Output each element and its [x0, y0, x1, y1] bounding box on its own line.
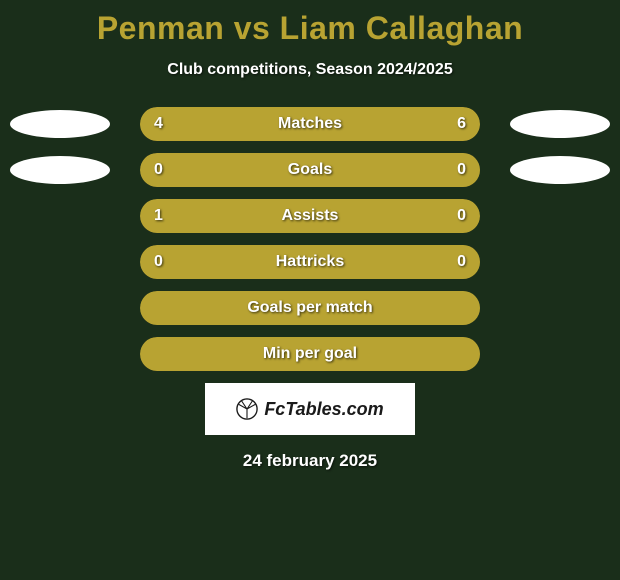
- bar-track: Goals per match: [140, 291, 480, 325]
- fctables-logo-icon: [236, 398, 258, 420]
- stat-row: Goals per match: [0, 291, 620, 325]
- stat-row: 0 0 Goals: [0, 153, 620, 187]
- bar-track: 1 0 Assists: [140, 199, 480, 233]
- fctables-text: FcTables.com: [264, 399, 383, 420]
- bar-track: Min per goal: [140, 337, 480, 371]
- date-text: 24 february 2025: [0, 451, 620, 471]
- left-value: 0: [154, 161, 163, 179]
- stat-row: 0 0 Hattricks: [0, 245, 620, 279]
- stat-label: Hattricks: [276, 253, 344, 271]
- stat-label: Min per goal: [263, 345, 357, 363]
- stat-label: Goals per match: [247, 299, 372, 317]
- bar-track: 0 0 Goals: [140, 153, 480, 187]
- right-value: 6: [457, 115, 466, 133]
- left-value: 0: [154, 253, 163, 271]
- bar-track: 4 6 Matches: [140, 107, 480, 141]
- right-value: 0: [457, 253, 466, 271]
- left-value: 4: [154, 115, 163, 133]
- stat-row: 1 0 Assists: [0, 199, 620, 233]
- right-value: 0: [457, 161, 466, 179]
- bar-left-fill: [140, 199, 405, 233]
- player-right-marker: [510, 110, 610, 138]
- bar-track: 0 0 Hattricks: [140, 245, 480, 279]
- stat-row: 4 6 Matches: [0, 107, 620, 141]
- right-value: 0: [457, 207, 466, 225]
- fctables-badge: FcTables.com: [205, 383, 415, 435]
- bar-right-fill: [405, 199, 480, 233]
- stat-label: Goals: [288, 161, 332, 179]
- comparison-chart: 4 6 Matches 0 0 Goals 1 0 Assists 0 0 Hattricks Goal…: [0, 107, 620, 371]
- stat-label: Matches: [278, 115, 342, 133]
- player-right-marker: [510, 156, 610, 184]
- subtitle: Club competitions, Season 2024/2025: [0, 61, 620, 79]
- player-left-marker: [10, 156, 110, 184]
- page-title: Penman vs Liam Callaghan: [0, 0, 620, 47]
- left-value: 1: [154, 207, 163, 225]
- player-left-marker: [10, 110, 110, 138]
- stat-row: Min per goal: [0, 337, 620, 371]
- stat-label: Assists: [282, 207, 339, 225]
